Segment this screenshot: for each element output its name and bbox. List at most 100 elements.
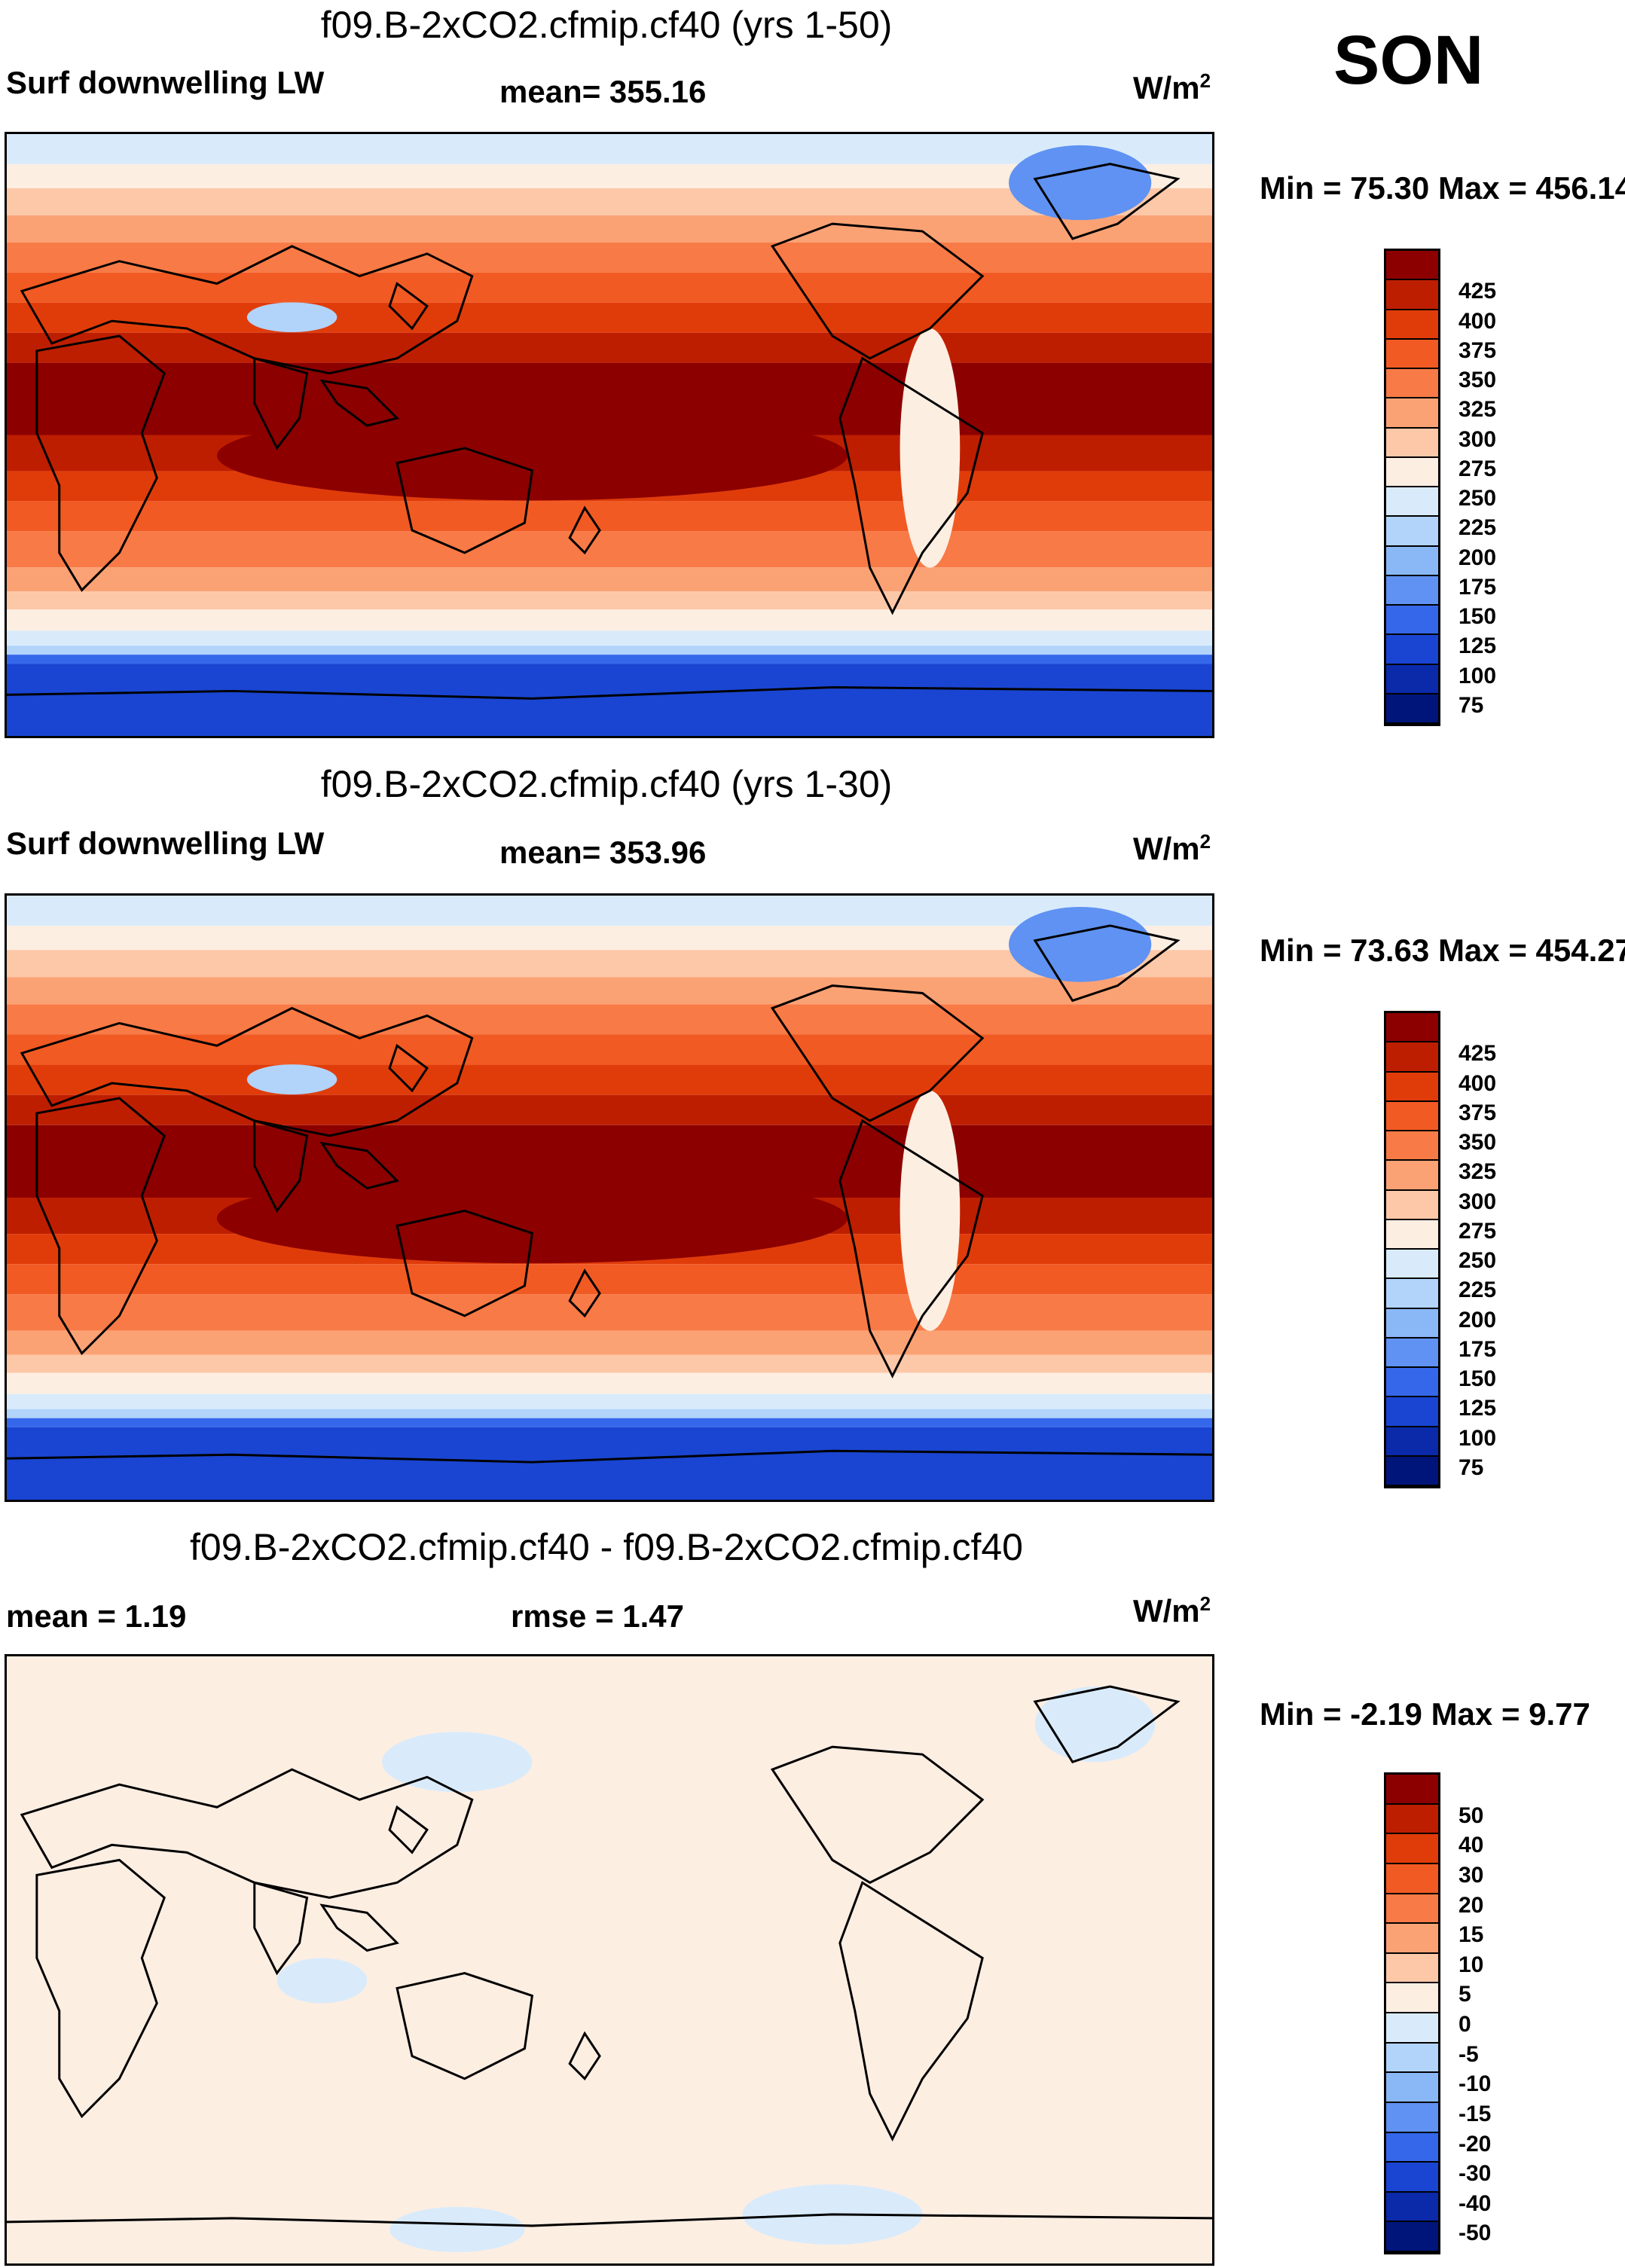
colorbar-tick-label: 5 bbox=[1459, 1982, 1471, 2007]
coastline bbox=[396, 1971, 534, 2080]
colorbar-swatch bbox=[1386, 280, 1438, 310]
panel3-colorbar: 50 40 30 20 15 10 5 0 -5 -10 -15 -20 -30 -40 -50 bbox=[1384, 1772, 1491, 2254]
colorbar-swatch bbox=[1386, 1161, 1438, 1191]
colorbar-tick-label: 400 bbox=[1459, 308, 1497, 334]
coastline bbox=[35, 1858, 166, 2119]
negative-difference-region bbox=[276, 1958, 368, 2004]
coastline bbox=[253, 1881, 309, 1976]
contour-band bbox=[7, 567, 1212, 592]
panel2-map bbox=[5, 893, 1214, 1502]
colorbar-tick-label: 275 bbox=[1459, 456, 1497, 481]
colorbar-swatch bbox=[1386, 2163, 1438, 2193]
colorbar-tick-label: 325 bbox=[1459, 397, 1497, 423]
coastline bbox=[319, 379, 399, 427]
colorbar-swatch bbox=[1386, 1804, 1438, 1835]
colorbar-tick-label: 225 bbox=[1459, 515, 1497, 541]
andes-low-region bbox=[900, 328, 961, 568]
contour-band bbox=[7, 609, 1212, 631]
colorbar-tick-label: 325 bbox=[1459, 1159, 1497, 1185]
colorbar-swatch bbox=[1386, 369, 1438, 399]
colorbar-swatch bbox=[1386, 1013, 1438, 1043]
colorbar-swatch bbox=[1386, 251, 1438, 281]
coastline bbox=[319, 1903, 399, 1952]
colorbar-swatch bbox=[1386, 1397, 1438, 1427]
panel1-colorbar: 425 400 375 350 325 300 275 250 225 200 175 150 125 1… bbox=[1384, 249, 1496, 726]
colorbar-tick-label: 150 bbox=[1459, 1366, 1497, 1391]
coastline bbox=[568, 505, 601, 555]
panel3-minmax-label: Min = -2.19 Max = 9.77 bbox=[1260, 1696, 1590, 1732]
contour-band bbox=[7, 1393, 1212, 1409]
coastline bbox=[35, 1097, 166, 1356]
difference-background bbox=[7, 1656, 1212, 2263]
coastline bbox=[388, 282, 429, 331]
contour-band bbox=[7, 664, 1212, 736]
colorbar-tick-label: 150 bbox=[1459, 604, 1497, 629]
coastline bbox=[1033, 163, 1181, 240]
panel3-rmse-label: rmse = 1.47 bbox=[511, 1598, 685, 1634]
colorbar-tick-label: 175 bbox=[1459, 1336, 1497, 1362]
colorbar-swatch bbox=[1386, 1279, 1438, 1309]
contour-band bbox=[7, 655, 1212, 664]
colorbar-tick-label: 300 bbox=[1459, 426, 1497, 452]
contour-band bbox=[7, 1427, 1212, 1500]
coastline bbox=[253, 1119, 309, 1213]
contour-band bbox=[7, 1330, 1212, 1355]
contour-band bbox=[7, 501, 1212, 532]
colorbar-swatch bbox=[1386, 1775, 1438, 1805]
antarctica-coastline bbox=[7, 685, 1212, 700]
colorbar-tick-label: -10 bbox=[1459, 2071, 1492, 2097]
colorbar-swatch bbox=[1386, 1338, 1438, 1368]
colorbar-tick-label: 10 bbox=[1459, 1952, 1484, 1977]
colorbar-tick-label: 400 bbox=[1459, 1070, 1497, 1096]
panel3-map bbox=[5, 1654, 1214, 2266]
colorbar-swatch bbox=[1386, 1834, 1438, 1864]
colorbar-tick-label: 425 bbox=[1459, 1041, 1497, 1067]
colorbar-swatch bbox=[1386, 1250, 1438, 1280]
coastline bbox=[20, 1768, 474, 1899]
coastline bbox=[770, 984, 985, 1122]
colorbar-tick-label: 225 bbox=[1459, 1277, 1497, 1303]
andes-low-region bbox=[900, 1091, 961, 1331]
colorbar-swatch bbox=[1386, 339, 1438, 369]
negative-difference-region bbox=[1034, 1687, 1156, 1763]
greenland-low-region bbox=[1009, 145, 1152, 221]
colorbar-swatch bbox=[1386, 487, 1438, 517]
colorbar-tick-label: 175 bbox=[1459, 574, 1497, 600]
coastline bbox=[568, 1268, 601, 1318]
panel2-colorbar: 425 400 375 350 325 300 275 250 225 200 175 150 125 1… bbox=[1384, 1011, 1496, 1488]
panel2-variable-label: Surf downwelling LW bbox=[6, 826, 325, 861]
contour-band bbox=[7, 1004, 1212, 1035]
colorbar-tick-label: -50 bbox=[1459, 2221, 1492, 2246]
greenland-low-region bbox=[1009, 906, 1152, 982]
colorbar-tick-label: 375 bbox=[1459, 1100, 1497, 1125]
coastline bbox=[388, 1043, 429, 1093]
colorbar-swatch bbox=[1386, 2192, 1438, 2223]
colorbar-swatch bbox=[1386, 546, 1438, 576]
contour-band bbox=[7, 1372, 1212, 1394]
colorbar-tick-label: -15 bbox=[1459, 2101, 1492, 2126]
colorbar-swatch bbox=[1386, 1101, 1438, 1131]
contour-band bbox=[7, 591, 1212, 610]
colorbar-tick-label: 30 bbox=[1459, 1862, 1484, 1888]
colorbar-tick-label: 75 bbox=[1459, 1455, 1484, 1480]
coastline bbox=[1033, 1685, 1181, 1763]
coastline bbox=[770, 1745, 985, 1885]
contour-band bbox=[7, 1354, 1212, 1373]
colorbar-tick-label: 250 bbox=[1459, 1248, 1497, 1273]
coastline bbox=[838, 1881, 984, 2142]
panel2-title: f09.B-2xCO2.cfmip.cf40 (yrs 1-30) bbox=[320, 763, 893, 805]
panel1-map bbox=[5, 132, 1214, 738]
colorbar-swatch bbox=[1386, 606, 1438, 636]
colorbar-swatch bbox=[1386, 1308, 1438, 1339]
colorbar-swatch bbox=[1386, 635, 1438, 665]
contour-band bbox=[7, 630, 1212, 646]
colorbar-swatch bbox=[1386, 664, 1438, 694]
colorbar-swatch bbox=[1386, 2073, 1438, 2103]
colorbar-tick-label: 200 bbox=[1459, 1307, 1497, 1332]
season-label: SON bbox=[1333, 22, 1484, 99]
colorbar-tick-label: 75 bbox=[1459, 692, 1484, 718]
colorbar-swatch bbox=[1386, 2013, 1438, 2044]
colorbar-tick-label: 100 bbox=[1459, 663, 1497, 688]
coastline bbox=[838, 356, 984, 615]
contour-band bbox=[7, 1418, 1212, 1427]
